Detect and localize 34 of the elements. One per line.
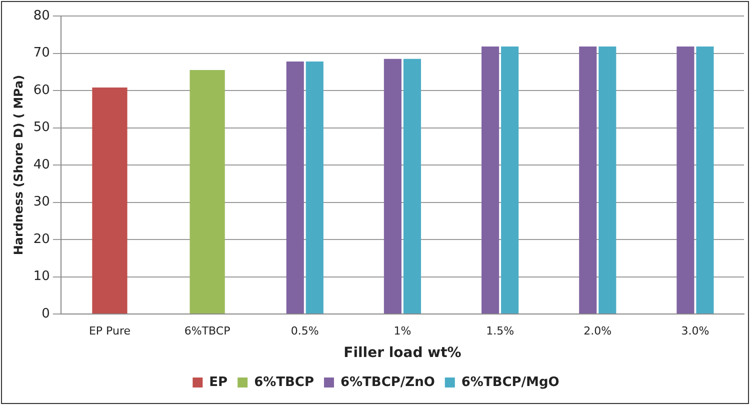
bar — [92, 88, 128, 314]
legend-label: EP — [209, 374, 228, 390]
bar — [384, 58, 402, 314]
y-tick-label: 80 — [33, 8, 50, 24]
bar — [306, 61, 324, 314]
y-axis-title: Hardness (Shore D) ( MPa) — [11, 74, 26, 256]
y-tick-label: 40 — [33, 157, 50, 172]
y-tick-label: 0 — [42, 306, 50, 322]
y-tick-label: 60 — [33, 82, 50, 98]
bar — [403, 58, 422, 314]
y-tick-label: 10 — [33, 269, 50, 284]
y-tick-label: 50 — [33, 120, 50, 136]
x-tick-label: 0.5% — [290, 324, 319, 338]
legend-label: 6%TBCP — [254, 374, 314, 390]
x-tick-label: 1% — [394, 324, 412, 338]
bar — [579, 46, 597, 314]
bar — [482, 46, 500, 314]
x-tick-label: 6%TBCP — [184, 324, 231, 338]
legend-label: 6%TBCP/ZnO — [340, 374, 435, 390]
y-tick-label: 70 — [33, 46, 50, 61]
x-tick-label: 3.0% — [681, 324, 710, 338]
x-tick-label: 1.5% — [486, 324, 514, 338]
bar — [190, 70, 225, 314]
y-tick-label: 30 — [33, 194, 50, 210]
x-tick-label: 2.0% — [584, 324, 612, 338]
bar — [501, 46, 519, 314]
bar — [598, 46, 616, 314]
bar — [696, 46, 714, 314]
bar — [286, 61, 304, 314]
x-tick-label: EP Pure — [88, 324, 131, 338]
legend-label: 6%TBCP/MgO — [461, 374, 560, 390]
x-axis-title: Filler load wt% — [344, 345, 462, 362]
bar — [676, 46, 694, 314]
y-tick-label: 20 — [33, 232, 50, 247]
